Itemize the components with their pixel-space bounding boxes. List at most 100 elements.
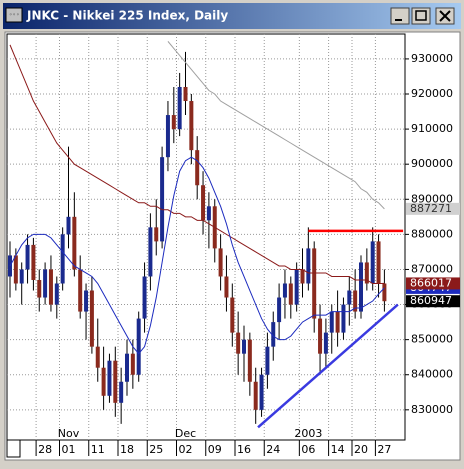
candle-body <box>89 290 94 347</box>
candle-body <box>154 227 159 242</box>
x-tick-label: 09 <box>208 443 222 456</box>
candle-body <box>265 346 270 375</box>
y-tick-label: 840000 <box>411 368 453 381</box>
candle-body <box>130 353 135 375</box>
moving-average-line <box>9 156 385 355</box>
scroll-box[interactable] <box>6 439 21 458</box>
candle-body <box>218 248 223 277</box>
candle-body <box>242 339 246 354</box>
candle-body <box>353 290 358 312</box>
candle-body <box>312 248 317 319</box>
moving-average-line <box>167 41 385 210</box>
candle-body <box>78 269 83 312</box>
candle-body <box>195 150 200 186</box>
candle-body <box>230 297 235 333</box>
last-value-box <box>406 202 460 215</box>
y-tick-label: 890000 <box>411 192 453 205</box>
app-icon-glyph: ◦◦◦ <box>9 12 20 19</box>
x-tick-label: 28 <box>38 443 52 456</box>
candle-body <box>183 86 188 102</box>
candle-body <box>148 227 153 277</box>
x-tick-label: 01 <box>62 443 76 456</box>
candle-body <box>364 262 369 284</box>
last-value-label: 887271 <box>410 202 452 215</box>
candle-body <box>282 283 287 298</box>
close-glyph <box>439 10 451 22</box>
candle-body <box>370 241 375 284</box>
month-label: 2003 <box>294 427 322 440</box>
candle-body <box>253 381 258 410</box>
y-tick-label: 870000 <box>411 262 453 275</box>
candle-body <box>288 283 293 305</box>
app-icon[interactable] <box>5 7 23 23</box>
y-tick-label: 930000 <box>411 52 453 65</box>
candle-body <box>19 269 24 284</box>
last-value-label: 866017 <box>410 276 452 289</box>
x-tick-label: 02 <box>179 443 193 456</box>
x-tick-label: 27 <box>377 443 391 456</box>
candle-body <box>247 339 252 382</box>
candle-body <box>259 374 264 410</box>
y-tick-label: 880000 <box>411 227 453 240</box>
candle-body <box>72 216 77 270</box>
candle-body <box>43 269 48 298</box>
month-label: Nov <box>58 427 80 440</box>
last-value-box <box>406 277 460 290</box>
candle-body <box>206 206 211 221</box>
candle-body <box>119 381 124 403</box>
candle-body <box>84 290 89 312</box>
last-value-box <box>406 295 460 308</box>
y-tick-label: 830000 <box>411 403 453 416</box>
candle-body <box>318 318 323 354</box>
x-tick-label: 24 <box>266 443 280 456</box>
title-bar <box>3 3 461 29</box>
candle-body <box>31 244 36 280</box>
minimize-button[interactable] <box>390 7 410 25</box>
candle-body <box>224 276 229 298</box>
candle-body <box>201 185 206 221</box>
x-tick-label: 16 <box>237 443 251 456</box>
x-tick-label: 18 <box>120 443 134 456</box>
candle-body <box>136 318 141 375</box>
candle-body <box>236 332 241 354</box>
candle-body <box>294 269 299 305</box>
candle-body <box>271 322 276 347</box>
moving-average-line <box>9 44 385 284</box>
x-tick-label: 25 <box>149 443 163 456</box>
window-buttons <box>390 7 455 25</box>
candle-body <box>37 279 42 298</box>
y-tick-label: 910000 <box>411 122 453 135</box>
candle-body <box>48 269 53 305</box>
candle-body <box>189 101 194 151</box>
candle-body <box>300 269 305 284</box>
candle-body <box>60 234 65 284</box>
candle-body <box>382 283 387 302</box>
y-tick-label: 900000 <box>411 157 453 170</box>
x-tick-label: 14 <box>331 443 345 456</box>
month-label: Dec <box>175 427 196 440</box>
candle-body <box>359 262 363 312</box>
last-value-label: 860947 <box>410 294 452 307</box>
candle-body <box>341 304 346 333</box>
candle-body <box>347 290 352 305</box>
window-title: JNKC - Nikkei 225 Index, Daily <box>26 9 228 23</box>
trend-line <box>257 303 399 429</box>
candle-body <box>376 241 381 284</box>
candle-body <box>306 248 311 284</box>
candle-body <box>323 332 328 354</box>
y-tick-label: 850000 <box>411 333 453 346</box>
y-tick-label: 920000 <box>411 87 453 100</box>
candle-body <box>177 86 182 130</box>
candle-body <box>142 276 147 319</box>
candle-body <box>171 115 176 130</box>
candle-body <box>66 216 71 235</box>
maximize-glyph <box>415 10 427 21</box>
candle-body <box>329 311 334 333</box>
candle-body <box>125 353 129 382</box>
candle-body <box>165 115 170 158</box>
candle-body <box>107 360 112 396</box>
candle-body <box>113 360 118 403</box>
candle-body <box>335 311 340 333</box>
candle-body <box>101 367 106 396</box>
